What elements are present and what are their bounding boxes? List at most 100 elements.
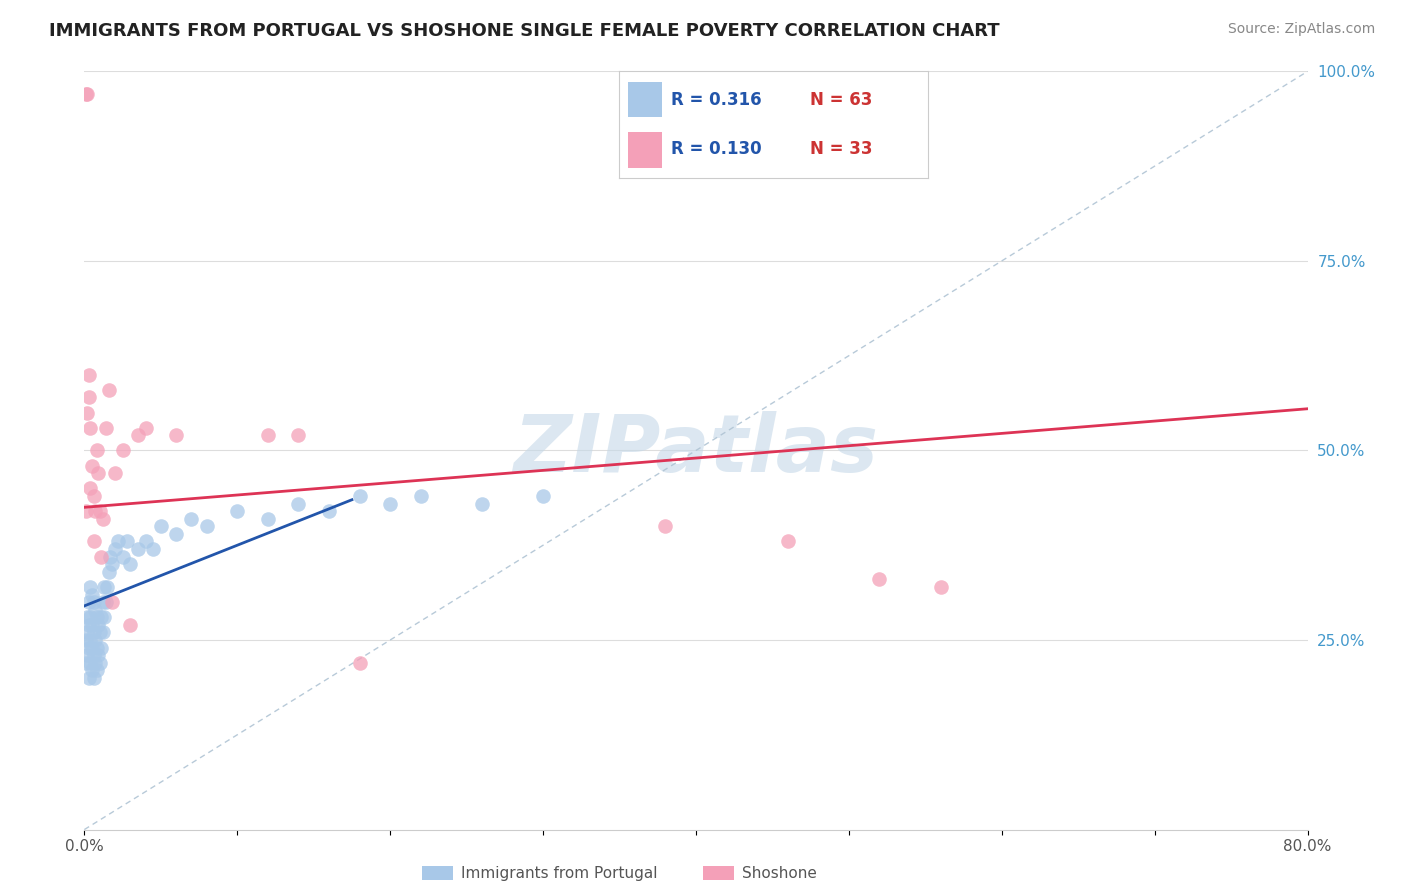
Point [75, 504, 97, 518]
Point [83, 625, 105, 640]
Text: N = 63: N = 63 [810, 91, 873, 109]
Point [111, 443, 134, 458]
Point [76, 405, 98, 420]
Point [77, 368, 100, 382]
Point [77, 595, 100, 609]
Text: N = 33: N = 33 [810, 141, 873, 159]
Point [87, 648, 110, 662]
Point [87, 617, 110, 632]
Point [77, 671, 100, 685]
Point [127, 428, 149, 442]
Point [115, 534, 138, 549]
Point [86, 610, 108, 624]
Point [96, 580, 118, 594]
Point [107, 534, 129, 549]
Point [531, 489, 554, 503]
Point [80, 640, 103, 655]
Bar [628, 82, 662, 118]
Point [869, 573, 891, 587]
Point [79, 580, 101, 594]
Point [287, 428, 309, 442]
Point [91, 625, 114, 640]
Point [83, 595, 105, 609]
Text: R = 0.316: R = 0.316 [671, 91, 762, 109]
Point [75, 656, 97, 670]
Bar [628, 132, 662, 168]
Point [127, 542, 149, 557]
Point [929, 580, 952, 594]
Text: Immigrants from Portugal: Immigrants from Portugal [461, 866, 658, 880]
Point [80, 458, 103, 473]
Point [97, 565, 120, 579]
Point [165, 428, 187, 442]
Point [91, 512, 114, 526]
Point [83, 671, 105, 685]
Point [90, 610, 112, 624]
Point [93, 580, 115, 594]
Text: IMMIGRANTS FROM PORTUGAL VS SHOSHONE SINGLE FEMALE POVERTY CORRELATION CHART: IMMIGRANTS FROM PORTUGAL VS SHOSHONE SIN… [49, 22, 1000, 40]
Point [89, 504, 111, 518]
Point [318, 504, 340, 518]
Point [76, 625, 98, 640]
Point [84, 633, 107, 648]
Point [257, 512, 280, 526]
Point [86, 640, 108, 655]
Point [76, 87, 98, 102]
Point [76, 610, 98, 624]
Point [380, 496, 402, 510]
Point [79, 482, 101, 496]
Point [104, 542, 127, 557]
Point [287, 496, 309, 510]
Point [79, 421, 101, 435]
Point [83, 534, 105, 549]
Point [776, 534, 799, 549]
Point [75, 87, 97, 102]
Point [257, 428, 280, 442]
Point [80, 617, 103, 632]
Point [83, 648, 105, 662]
Point [135, 534, 157, 549]
Point [111, 549, 134, 564]
Point [180, 512, 202, 526]
Point [349, 489, 371, 503]
Point [104, 467, 127, 481]
Point [101, 595, 124, 609]
Point [90, 640, 112, 655]
Point [77, 617, 100, 632]
Point [86, 664, 108, 678]
Point [84, 504, 107, 518]
Point [79, 656, 101, 670]
Point [101, 557, 124, 572]
Point [84, 656, 107, 670]
Point [87, 467, 110, 481]
Point [226, 504, 249, 518]
Point [165, 526, 187, 541]
Point [94, 421, 117, 435]
Point [84, 603, 107, 617]
Point [79, 610, 101, 624]
Text: R = 0.130: R = 0.130 [671, 141, 762, 159]
Point [79, 633, 101, 648]
Point [91, 595, 114, 609]
Point [80, 664, 103, 678]
Point [120, 617, 142, 632]
Text: ZIPatlas: ZIPatlas [513, 411, 879, 490]
Point [90, 549, 112, 564]
Point [195, 519, 218, 533]
Point [142, 542, 165, 557]
Point [349, 656, 371, 670]
Point [77, 391, 100, 405]
Point [93, 610, 115, 624]
Point [76, 648, 98, 662]
Text: Shoshone: Shoshone [742, 866, 817, 880]
Point [471, 496, 494, 510]
Text: Source: ZipAtlas.com: Source: ZipAtlas.com [1227, 22, 1375, 37]
Point [120, 557, 142, 572]
Point [89, 656, 111, 670]
Point [149, 519, 172, 533]
Point [89, 625, 111, 640]
Point [654, 519, 676, 533]
Point [77, 640, 100, 655]
Point [80, 588, 103, 602]
Point [98, 549, 121, 564]
